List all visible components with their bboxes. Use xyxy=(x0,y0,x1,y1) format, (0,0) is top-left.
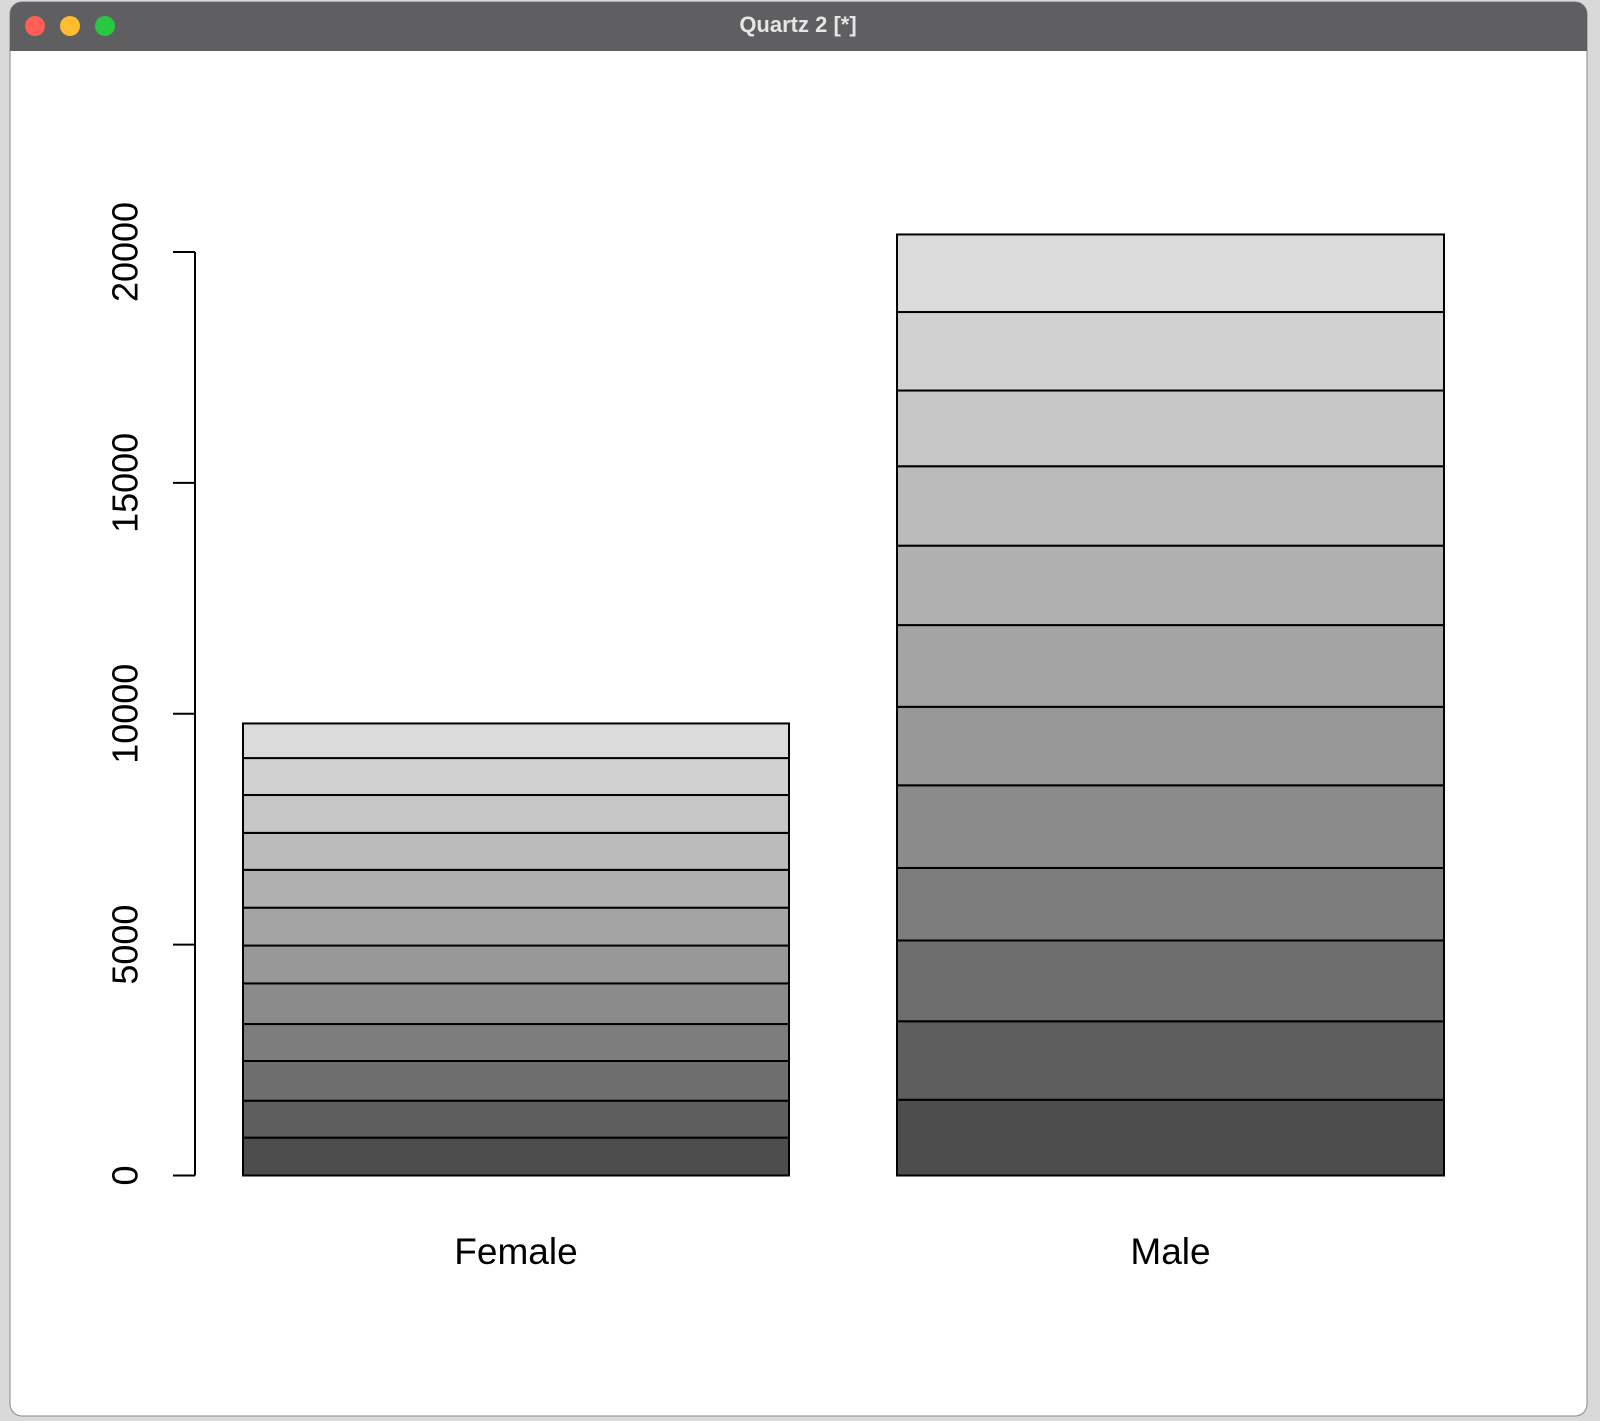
close-button[interactable] xyxy=(25,16,45,36)
bar-segment xyxy=(896,311,1445,392)
bar-segment xyxy=(242,794,790,834)
bar-segment xyxy=(896,939,1445,1023)
bar-segment xyxy=(242,982,790,1026)
bar-segment xyxy=(896,465,1445,547)
bar-segment xyxy=(896,705,1445,787)
bar-segment xyxy=(242,1099,790,1139)
bar-segment xyxy=(242,722,790,760)
bar-segment xyxy=(242,1136,790,1177)
bar-segment xyxy=(242,906,790,947)
bar-segment xyxy=(242,944,790,985)
bar-segment xyxy=(896,233,1445,314)
y-tick-label: 15000 xyxy=(105,433,146,533)
y-tick-label: 0 xyxy=(105,1165,146,1185)
bar-segment xyxy=(242,1059,790,1102)
bar-segment xyxy=(896,1098,1445,1177)
y-tick-label: 20000 xyxy=(105,202,146,302)
y-tick-label: 10000 xyxy=(105,664,146,764)
title-bar xyxy=(10,2,1587,51)
x-tick-label: Male xyxy=(1130,1231,1210,1272)
x-tick-label: Female xyxy=(454,1231,577,1272)
y-tick-label: 5000 xyxy=(105,905,146,985)
bar-segment xyxy=(896,784,1445,869)
window-title: Quartz 2 [*] xyxy=(739,12,856,37)
bar-segment xyxy=(896,544,1445,627)
bar-segment xyxy=(896,1020,1445,1101)
zoom-button[interactable] xyxy=(95,16,115,36)
bar-segment xyxy=(242,831,790,871)
minimize-button[interactable] xyxy=(60,16,80,36)
plot: 0 5000 10000 15000 20000 Female Male xyxy=(105,202,1445,1272)
bar-segment xyxy=(896,866,1445,942)
bar-segment xyxy=(242,757,790,797)
bar-segment xyxy=(242,868,790,909)
bar-segment xyxy=(242,1023,790,1062)
bar-segment xyxy=(896,389,1445,468)
bar-segment xyxy=(896,624,1445,708)
